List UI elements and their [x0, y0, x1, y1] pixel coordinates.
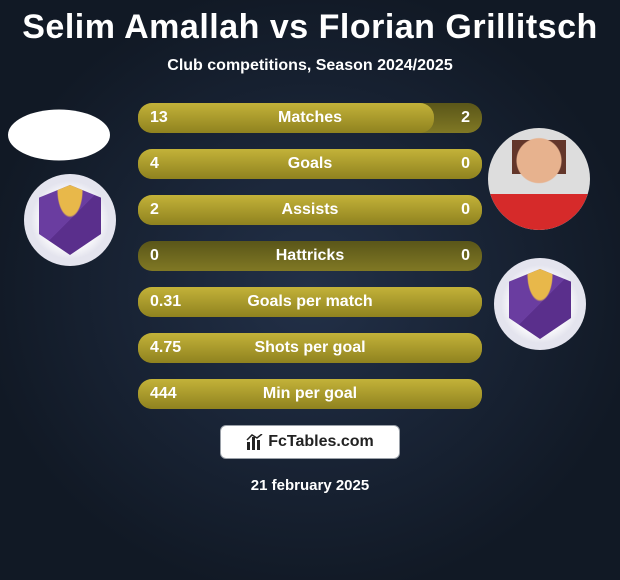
stat-bar: 0Hattricks0	[138, 241, 482, 271]
stat-bar-label: Matches	[138, 103, 482, 133]
stat-bar-value-right: 0	[461, 241, 470, 271]
chart-icon	[246, 434, 264, 450]
stat-bar-value-right: 0	[461, 195, 470, 225]
subtitle: Club competitions, Season 2024/2025	[0, 57, 620, 75]
stat-bar-label: Assists	[138, 195, 482, 225]
stat-bar-label: Min per goal	[138, 379, 482, 409]
page-title: Selim Amallah vs Florian Grillitsch	[0, 0, 620, 47]
stat-bar-value-right: 2	[461, 103, 470, 133]
stat-bar: 13Matches2	[138, 103, 482, 133]
player-avatar-right	[488, 128, 590, 230]
stat-bar-label: Goals	[138, 149, 482, 179]
stat-bar: 0.31Goals per match	[138, 287, 482, 317]
stat-bar-value-right: 0	[461, 149, 470, 179]
date-label: 21 february 2025	[0, 477, 620, 494]
club-crest-right	[494, 258, 586, 350]
stat-bar-label: Hattricks	[138, 241, 482, 271]
brand-badge: FcTables.com	[220, 425, 400, 459]
club-crest-left	[24, 174, 116, 266]
stat-bar: 2Assists0	[138, 195, 482, 225]
stat-bar: 4Goals0	[138, 149, 482, 179]
brand-text: FcTables.com	[268, 433, 374, 451]
player-avatar-left	[8, 110, 110, 161]
stat-bar: 444Min per goal	[138, 379, 482, 409]
stat-bar: 4.75Shots per goal	[138, 333, 482, 363]
stat-bar-label: Shots per goal	[138, 333, 482, 363]
stat-bar-label: Goals per match	[138, 287, 482, 317]
